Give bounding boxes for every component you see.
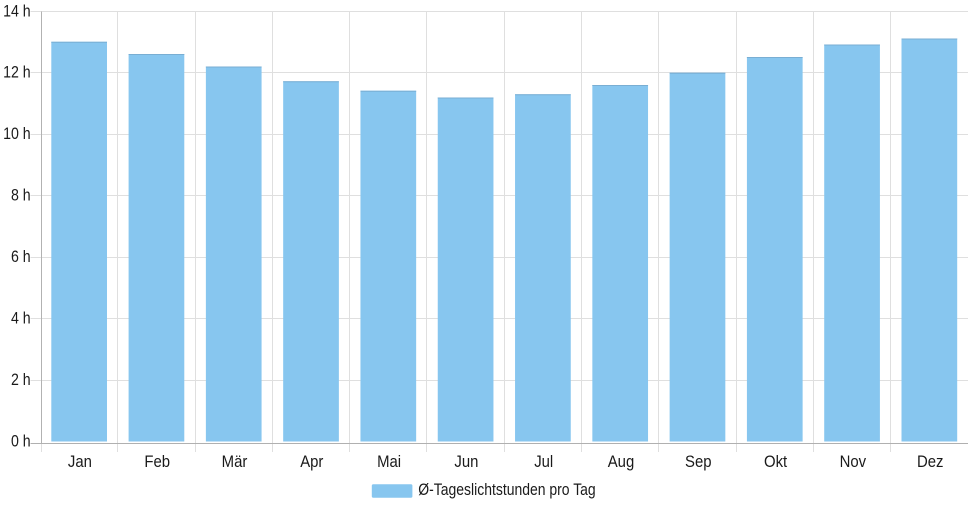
svg-text:4 h: 4 h [11, 309, 31, 327]
svg-text:14 h: 14 h [3, 2, 31, 20]
svg-text:2 h: 2 h [11, 371, 31, 389]
svg-text:8 h: 8 h [11, 187, 31, 205]
svg-text:Apr: Apr [300, 453, 324, 471]
svg-text:Jul: Jul [534, 453, 553, 471]
svg-text:10 h: 10 h [3, 125, 31, 143]
svg-text:Feb: Feb [144, 453, 170, 471]
svg-text:Ø-Tageslichtstunden pro Tag: Ø-Tageslichtstunden pro Tag [418, 481, 595, 499]
svg-text:Okt: Okt [764, 453, 788, 471]
svg-text:0 h: 0 h [11, 432, 31, 450]
svg-text:Sep: Sep [685, 453, 712, 471]
svg-text:Mai: Mai [377, 453, 401, 471]
svg-text:Jun: Jun [454, 453, 478, 471]
svg-text:Aug: Aug [608, 453, 635, 471]
svg-text:Jan: Jan [68, 453, 92, 471]
svg-text:Nov: Nov [840, 453, 867, 471]
svg-text:Dez: Dez [917, 453, 944, 471]
svg-text:Mär: Mär [222, 453, 248, 471]
svg-text:6 h: 6 h [11, 248, 31, 266]
svg-text:12 h: 12 h [3, 64, 31, 82]
